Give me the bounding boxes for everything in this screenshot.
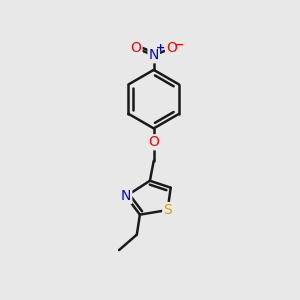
Text: O: O <box>166 41 177 55</box>
Text: S: S <box>163 203 172 217</box>
Text: N: N <box>121 189 131 203</box>
Text: +: + <box>156 43 165 53</box>
Text: O: O <box>148 135 159 149</box>
Text: −: − <box>174 39 184 52</box>
Text: N: N <box>148 48 159 62</box>
Text: O: O <box>130 41 142 55</box>
